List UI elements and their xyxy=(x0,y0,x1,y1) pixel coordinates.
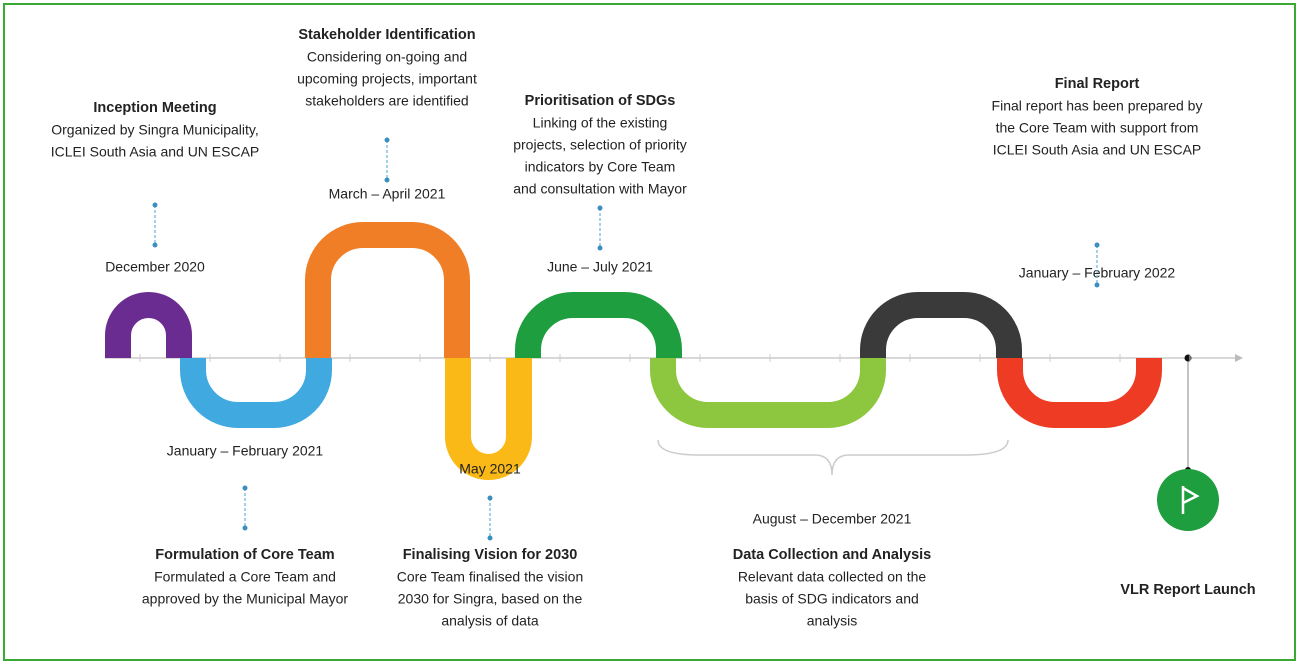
ribbon xyxy=(860,292,1022,358)
connector-dot xyxy=(597,205,603,211)
connector-dot xyxy=(242,485,248,491)
milestone-description: indicators by Core Team xyxy=(525,159,676,175)
frame xyxy=(3,3,1296,661)
connector-dot xyxy=(384,177,390,183)
connector-dot xyxy=(487,495,493,501)
milestone-description: Final report has been prepared by xyxy=(992,98,1203,114)
milestone-description: the Core Team with support from xyxy=(996,120,1199,136)
milestone-description: Organized by Singra Municipality, xyxy=(51,122,259,138)
milestone-title: Final Report xyxy=(1055,76,1140,92)
milestone-description: Formulated a Core Team and xyxy=(154,569,336,585)
milestone-description: basis of SDG indicators and xyxy=(745,591,919,607)
axis-arrow xyxy=(1235,354,1243,362)
milestone-description: stakeholders are identified xyxy=(305,93,468,109)
milestone-description: approved by the Municipal Mayor xyxy=(142,591,349,607)
milestone-title: Data Collection and Analysis xyxy=(733,547,931,563)
connector-dot xyxy=(1094,282,1100,288)
milestone-description: upcoming projects, important xyxy=(297,71,477,87)
milestone-description: analysis of data xyxy=(441,613,538,629)
milestone-title: Formulation of Core Team xyxy=(155,547,334,563)
milestone-date: May 2021 xyxy=(459,461,521,477)
ribbon xyxy=(650,358,886,428)
milestone-description: Relevant data collected on the xyxy=(738,569,927,585)
milestone-date: August – December 2021 xyxy=(753,511,912,527)
flag-icon xyxy=(1181,486,1200,514)
milestone-description: Linking of the existing xyxy=(533,115,668,131)
milestone-description: ICLEI South Asia and UN ESCAP xyxy=(51,144,260,160)
ribbon xyxy=(305,222,470,358)
milestone-title: Stakeholder Identification xyxy=(298,27,475,43)
connector-dot xyxy=(152,202,158,208)
milestone-description: Core Team finalised the vision xyxy=(397,569,584,585)
milestone-date: December 2020 xyxy=(105,259,205,275)
connector-dot xyxy=(597,245,603,251)
milestone-description: ICLEI South Asia and UN ESCAP xyxy=(993,142,1202,158)
connector-dot xyxy=(487,535,493,541)
ribbon xyxy=(515,292,682,358)
brace xyxy=(657,439,1009,476)
milestone-description: and consultation with Mayor xyxy=(513,181,687,197)
connector-dot xyxy=(242,525,248,531)
milestone-title: Inception Meeting xyxy=(93,100,216,116)
ribbon xyxy=(180,358,332,428)
milestone-title: Prioritisation of SDGs xyxy=(525,93,676,109)
milestone-title: Finalising Vision for 2030 xyxy=(403,547,578,563)
launch-title: VLR Report Launch xyxy=(1120,582,1255,598)
milestone-description: 2030 for Singra, based on the xyxy=(398,591,583,607)
milestone-description: analysis xyxy=(807,613,858,629)
connector-dot xyxy=(1094,242,1100,248)
milestone-date: June – July 2021 xyxy=(547,259,653,275)
ribbon xyxy=(445,358,532,481)
milestone-description: projects, selection of priority xyxy=(513,137,687,153)
milestone-date: January – February 2021 xyxy=(167,443,324,459)
milestone-description: Considering on-going and xyxy=(307,49,467,65)
ribbon xyxy=(997,358,1162,428)
milestone-date: March – April 2021 xyxy=(329,186,446,202)
connector-dot xyxy=(384,137,390,143)
connector-dot xyxy=(152,242,158,248)
ribbon xyxy=(105,291,192,358)
